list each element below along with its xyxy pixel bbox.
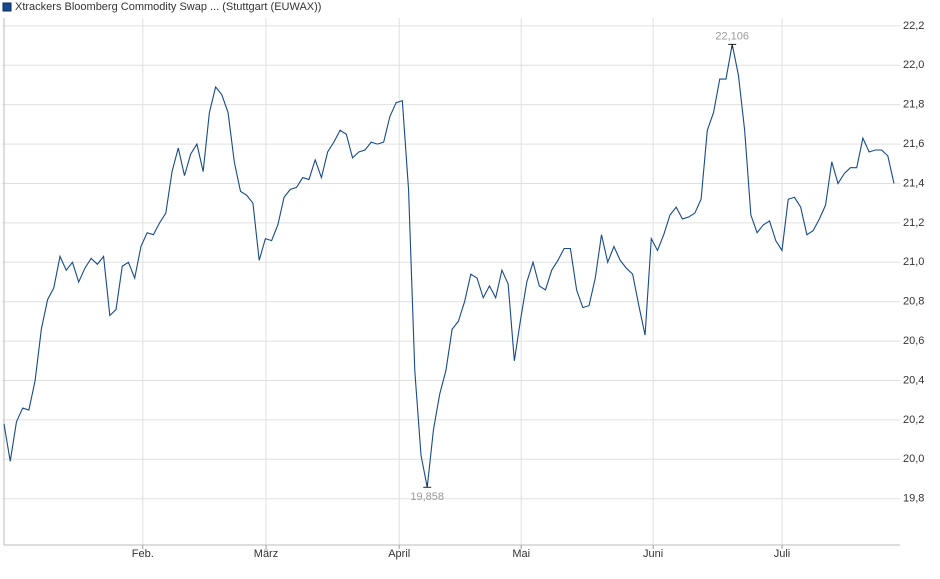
- x-tick-label: Juni: [643, 548, 663, 560]
- series-line: [3, 44, 895, 488]
- x-tick-label: März: [254, 548, 278, 560]
- y-tick-label: 20,4: [903, 374, 924, 386]
- y-tick-label: 22,2: [903, 20, 924, 32]
- x-tick-label: Mai: [512, 548, 530, 560]
- y-tick-label: 20,8: [903, 296, 924, 308]
- y-tick-label: 21,2: [903, 217, 924, 229]
- x-tick-label: Juli: [774, 548, 791, 560]
- y-tick-label: 21,0: [903, 256, 924, 268]
- legend-swatch: [2, 2, 12, 12]
- annotation: 19,858: [410, 491, 444, 503]
- y-tick-label: 20,6: [903, 335, 924, 347]
- y-tick-label: 20,0: [903, 453, 924, 465]
- y-tick-label: 19,8: [903, 493, 924, 505]
- x-tick-label: April: [388, 548, 410, 560]
- y-tick-label: 21,6: [903, 138, 924, 150]
- legend-label: Xtrackers Bloomberg Commodity Swap ... (…: [15, 1, 321, 13]
- y-tick-label: 22,0: [903, 59, 924, 71]
- x-tick-label: Feb.: [132, 548, 154, 560]
- annotation: 22,106: [715, 30, 749, 42]
- y-tick-label: 21,4: [903, 177, 924, 189]
- y-tick-label: 20,2: [903, 414, 924, 426]
- y-tick-label: 21,8: [903, 99, 924, 111]
